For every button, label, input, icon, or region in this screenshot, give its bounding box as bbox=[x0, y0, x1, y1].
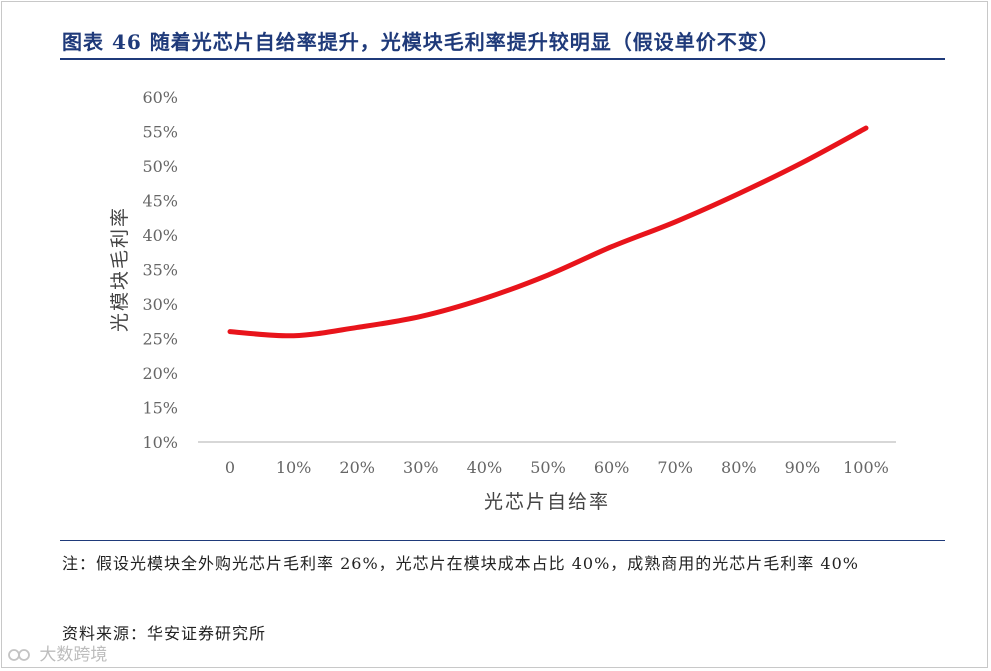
x-tick-label: 0 bbox=[225, 458, 235, 477]
figure-title: 图表 46 随着光芯片自给率提升，光模块毛利率提升较明显（假设单价不变） bbox=[62, 30, 780, 54]
y-tick-label: 60% bbox=[142, 88, 178, 107]
y-axis-title: 光模块毛利率 bbox=[109, 206, 131, 332]
series-line bbox=[227, 125, 869, 339]
y-tick-label: 20% bbox=[142, 364, 178, 383]
y-tick-label: 10% bbox=[142, 433, 178, 452]
x-tick-label: 30% bbox=[403, 458, 439, 477]
y-tick-label: 50% bbox=[142, 157, 178, 176]
watermark-text: 大数跨境 bbox=[39, 645, 108, 665]
line-chart: 10% 15% 20% 25% 30% 35% 40% 45% 50% 55% 60% 0 10% 20%… bbox=[109, 88, 896, 513]
title-divider bbox=[60, 58, 945, 60]
x-tick-label: 100% bbox=[843, 458, 889, 477]
footer-divider bbox=[60, 540, 945, 541]
y-tick-label: 40% bbox=[142, 226, 178, 245]
y-tick-label: 35% bbox=[142, 261, 178, 280]
x-axis-title: 光芯片自给率 bbox=[484, 491, 610, 513]
x-tick-label: 60% bbox=[594, 458, 630, 477]
watermark-logo-icon bbox=[8, 649, 30, 661]
y-tick-label: 25% bbox=[142, 330, 178, 349]
y-tick-label: 45% bbox=[142, 192, 178, 211]
chart-note: 注：假设光模块全外购光芯片毛利率 26%，光芯片在模块成本占比 40%，成熟商用… bbox=[62, 554, 859, 573]
x-tick-label: 40% bbox=[467, 458, 503, 477]
chart-source: 资料来源：华安证券研究所 bbox=[62, 624, 267, 643]
y-tick-label: 15% bbox=[142, 399, 178, 418]
y-tick-label: 55% bbox=[142, 123, 178, 142]
watermark: 大数跨境 bbox=[8, 640, 107, 665]
x-tick-label: 50% bbox=[530, 458, 566, 477]
x-tick-label: 90% bbox=[785, 458, 821, 477]
x-tick-label: 70% bbox=[657, 458, 693, 477]
x-tick-label: 20% bbox=[339, 458, 375, 477]
y-tick-label: 30% bbox=[142, 295, 178, 314]
x-tick-label: 80% bbox=[721, 458, 757, 477]
x-tick-label: 10% bbox=[276, 458, 312, 477]
